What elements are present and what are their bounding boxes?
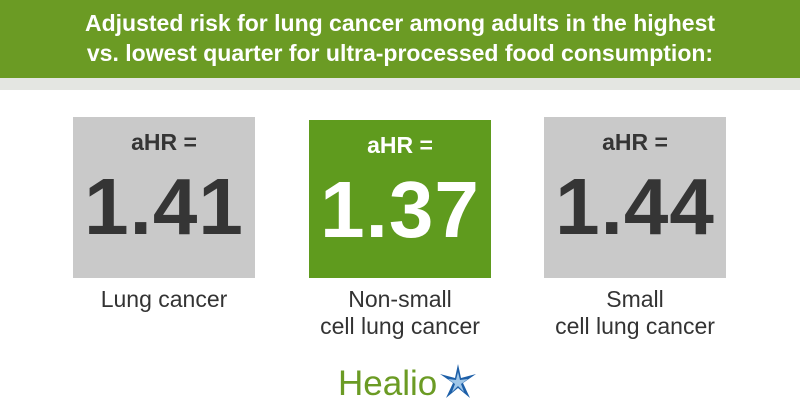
card-value: 1.41 bbox=[84, 162, 244, 251]
card-label: aHR = bbox=[131, 129, 197, 155]
title-line: Adjusted risk for lung cancer among adul… bbox=[84, 10, 716, 36]
divider-strip bbox=[0, 78, 800, 90]
logo-text: Healio bbox=[338, 364, 438, 403]
card: aHR = 1.41 bbox=[73, 117, 255, 278]
caption-line: cell lung cancer bbox=[320, 313, 480, 339]
card: aHR = 1.44 bbox=[544, 117, 726, 278]
caption-line: Non-small bbox=[348, 286, 452, 312]
card-caption: Small cell lung cancer bbox=[520, 286, 750, 340]
card-label: aHR = bbox=[602, 129, 668, 155]
card-value: 1.37 bbox=[320, 165, 480, 254]
caption-line: Lung cancer bbox=[100, 286, 228, 312]
title-line: vs. lowest quarter for ultra-processed f… bbox=[86, 40, 714, 66]
card-caption: Non-small cell lung cancer bbox=[285, 286, 515, 340]
card: aHR = 1.37 bbox=[309, 120, 491, 278]
caption-line: cell lung cancer bbox=[555, 313, 715, 339]
logo-star bbox=[440, 364, 476, 398]
header-band bbox=[0, 0, 800, 78]
card-value: 1.44 bbox=[555, 162, 715, 251]
card-label: aHR = bbox=[367, 132, 433, 158]
card-caption: Lung cancer bbox=[49, 286, 279, 313]
caption-line: Small bbox=[606, 286, 664, 312]
logo: Healio bbox=[338, 362, 478, 406]
